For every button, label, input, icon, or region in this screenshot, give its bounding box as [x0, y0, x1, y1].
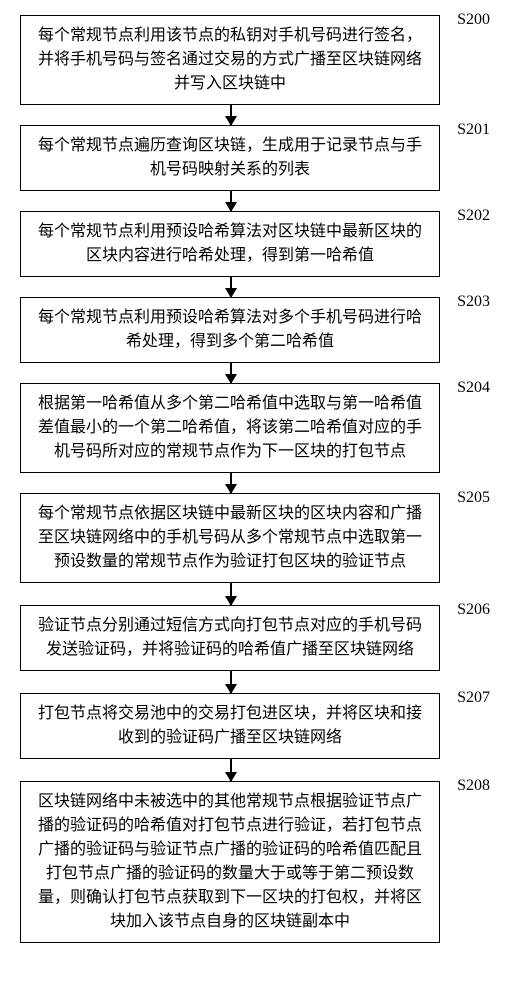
arrow-icon	[230, 105, 232, 125]
step-box: 每个常规节点利用预设哈希算法对区块链中最新区块的区块内容进行哈希处理，得到第一哈…	[20, 211, 440, 277]
step-box: 每个常规节点利用预设哈希算法对多个手机号码进行哈希处理，得到多个第二哈希值	[20, 297, 440, 363]
step-box: 每个常规节点依据区块链中最新区块的区块内容和广播至区块链网络中的手机号码从多个常…	[20, 493, 440, 583]
step-box: 根据第一哈希值从多个第二哈希值中选取与第一哈希值差值最小的一个第二哈希值，将该第…	[20, 383, 440, 473]
arrow-icon	[230, 363, 232, 383]
step-s200: 每个常规节点利用该节点的私钥对手机号码进行签名，并将手机号码与签名通过交易的方式…	[20, 15, 487, 105]
flowchart-container: 每个常规节点利用该节点的私钥对手机号码进行签名，并将手机号码与签名通过交易的方式…	[20, 15, 487, 943]
step-text: 区块链网络中未被选中的其他常规节点根据验证节点广播的验证码的哈希值对打包节点进行…	[38, 793, 422, 930]
step-s204: 根据第一哈希值从多个第二哈希值中选取与第一哈希值差值最小的一个第二哈希值，将该第…	[20, 383, 487, 473]
arrow-icon	[230, 191, 232, 211]
arrow-icon	[230, 671, 232, 693]
step-box: 每个常规节点遍历查询区块链，生成用于记录节点与手机号码映射关系的列表	[20, 125, 440, 191]
step-text: 根据第一哈希值从多个第二哈希值中选取与第一哈希值差值最小的一个第二哈希值，将该第…	[38, 395, 422, 460]
arrow-icon	[230, 473, 232, 493]
arrow-icon	[230, 759, 232, 781]
step-s205: 每个常规节点依据区块链中最新区块的区块内容和广播至区块链网络中的手机号码从多个常…	[20, 493, 487, 583]
step-text: 每个常规节点依据区块链中最新区块的区块内容和广播至区块链网络中的手机号码从多个常…	[38, 505, 422, 570]
step-box: 每个常规节点利用该节点的私钥对手机号码进行签名，并将手机号码与签名通过交易的方式…	[20, 15, 440, 105]
step-label: S207	[455, 689, 492, 707]
step-text: 每个常规节点利用预设哈希算法对多个手机号码进行哈希处理，得到多个第二哈希值	[38, 309, 422, 350]
step-text: 每个常规节点遍历查询区块链，生成用于记录节点与手机号码映射关系的列表	[38, 137, 422, 178]
step-box: 验证节点分别通过短信方式向打包节点对应的手机号码发送验证码，并将验证码的哈希值广…	[20, 605, 440, 671]
step-label: S202	[455, 207, 492, 225]
step-s208: 区块链网络中未被选中的其他常规节点根据验证节点广播的验证码的哈希值对打包节点进行…	[20, 781, 487, 943]
arrow-icon	[230, 583, 232, 605]
step-text: 每个常规节点利用预设哈希算法对区块链中最新区块的区块内容进行哈希处理，得到第一哈…	[38, 223, 422, 264]
step-label: S203	[455, 293, 492, 311]
step-s206: 验证节点分别通过短信方式向打包节点对应的手机号码发送验证码，并将验证码的哈希值广…	[20, 605, 487, 671]
step-label: S205	[455, 489, 492, 507]
step-s203: 每个常规节点利用预设哈希算法对多个手机号码进行哈希处理，得到多个第二哈希值 S2…	[20, 297, 487, 363]
step-label: S206	[455, 601, 492, 619]
arrow-icon	[230, 277, 232, 297]
step-box: 打包节点将交易池中的交易打包进区块，并将区块和接收到的验证码广播至区块链网络	[20, 693, 440, 759]
step-label: S208	[455, 777, 492, 795]
step-s207: 打包节点将交易池中的交易打包进区块，并将区块和接收到的验证码广播至区块链网络 S…	[20, 693, 487, 759]
step-box: 区块链网络中未被选中的其他常规节点根据验证节点广播的验证码的哈希值对打包节点进行…	[20, 781, 440, 943]
step-label: S204	[455, 379, 492, 397]
step-text: 每个常规节点利用该节点的私钥对手机号码进行签名，并将手机号码与签名通过交易的方式…	[38, 27, 422, 92]
step-text: 打包节点将交易池中的交易打包进区块，并将区块和接收到的验证码广播至区块链网络	[38, 705, 422, 746]
step-s201: 每个常规节点遍历查询区块链，生成用于记录节点与手机号码映射关系的列表 S201	[20, 125, 487, 191]
step-text: 验证节点分别通过短信方式向打包节点对应的手机号码发送验证码，并将验证码的哈希值广…	[38, 617, 422, 658]
step-label: S201	[455, 121, 492, 139]
step-label: S200	[455, 11, 492, 29]
step-s202: 每个常规节点利用预设哈希算法对区块链中最新区块的区块内容进行哈希处理，得到第一哈…	[20, 211, 487, 277]
